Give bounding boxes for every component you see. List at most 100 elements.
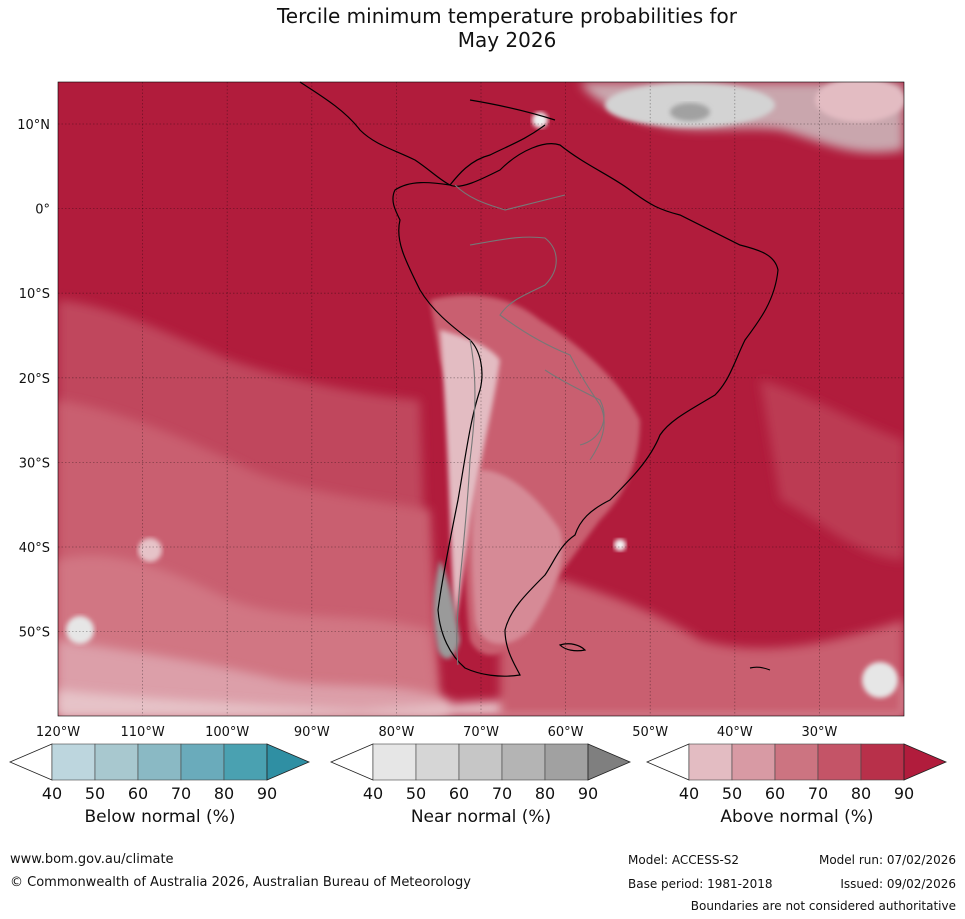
lat-label: 0° xyxy=(35,203,50,218)
colorbar-tick: 40 xyxy=(363,784,383,803)
border-venezuela xyxy=(454,184,566,211)
lat-label: 10°N xyxy=(17,118,50,133)
colorbar-tick: 40 xyxy=(679,784,699,803)
field-patch-5 xyxy=(862,662,898,698)
colorbar-tick: 80 xyxy=(214,784,234,803)
colorbar-tick: 60 xyxy=(449,784,469,803)
colorbar-arrow-high xyxy=(266,743,311,781)
colorbar-below: 40 50 60 70 80 90 xyxy=(8,743,311,803)
field-above-50-south-pacific xyxy=(58,640,450,716)
coastline-south-america xyxy=(392,143,779,677)
footer-base-period: Base period: 1981-2018 xyxy=(628,877,773,891)
field-patch-2 xyxy=(66,616,94,644)
longitude-labels: 120°W 110°W 100°W 90°W 80°W 70°W 60°W 50°W 40°W 3… xyxy=(36,725,838,740)
colorbar-tick: 80 xyxy=(535,784,555,803)
lon-label: 110°W xyxy=(121,725,165,740)
footer-copyright: © Commonwealth of Australia 2026, Austra… xyxy=(10,875,471,890)
colorbar-tick: 90 xyxy=(578,784,598,803)
lat-label: 20°S xyxy=(19,372,50,387)
colorbar-near: 40 50 60 70 80 90 xyxy=(329,743,632,803)
border-brazil xyxy=(469,236,605,461)
lat-label: 30°S xyxy=(19,456,50,471)
lon-label: 120°W xyxy=(36,725,80,740)
colorbar-arrow-low xyxy=(645,743,690,781)
lon-label: 100°W xyxy=(205,725,249,740)
lon-label: 70°W xyxy=(463,725,499,740)
colorbar-segment xyxy=(415,743,460,781)
lon-label: 40°W xyxy=(717,725,753,740)
country-borders xyxy=(454,184,605,666)
colorbar-below-label: Below normal (%) xyxy=(84,807,236,827)
colorbar-segment xyxy=(731,743,776,781)
footer-boundaries: Boundaries are not considered authoritat… xyxy=(690,899,956,913)
colorbar-tick: 70 xyxy=(492,784,512,803)
title-line-1: Tercile minimum temperature probabilitie… xyxy=(276,4,738,28)
chart-title: Tercile minimum temperature probabilitie… xyxy=(0,4,965,52)
field-near-patagonia xyxy=(433,560,460,659)
colorbar-tick: 60 xyxy=(765,784,785,803)
colorbar-segment xyxy=(688,743,733,781)
field-patch-1 xyxy=(138,538,162,562)
border-andes xyxy=(456,339,476,666)
coastline-cuba xyxy=(469,99,556,121)
colorbar-segment xyxy=(860,743,905,781)
colorbar-segment xyxy=(137,743,182,781)
field-above-50-andes xyxy=(440,330,500,620)
colorbar-tick: 50 xyxy=(406,784,426,803)
footer-model-run: Model run: 07/02/2026 xyxy=(818,853,956,867)
colorbar-segment xyxy=(817,743,862,781)
coastlines xyxy=(299,81,779,677)
colorbar-tick: 50 xyxy=(722,784,742,803)
colorbar-segment xyxy=(544,743,589,781)
map-frame xyxy=(57,81,905,717)
colorbar-tick: 90 xyxy=(894,784,914,803)
colorbar-segment xyxy=(774,743,819,781)
colorbar-tick: 70 xyxy=(171,784,191,803)
map-field xyxy=(58,82,904,716)
colorbar-above-label: Above normal (%) xyxy=(720,807,874,827)
colorbar-tick: 50 xyxy=(85,784,105,803)
lat-label: 40°S xyxy=(19,541,50,556)
field-near-80-north xyxy=(670,103,710,121)
title-line-2: May 2026 xyxy=(457,28,557,52)
colorbar-tick: 60 xyxy=(128,784,148,803)
field-above-40-north xyxy=(815,82,904,122)
colorbar-segment xyxy=(51,743,96,781)
colorbar-arrow-low xyxy=(8,743,53,781)
lat-label: 10°S xyxy=(19,287,50,302)
colorbar-segment xyxy=(458,743,503,781)
field-above-70-south-atlantic xyxy=(500,560,904,716)
lon-label: 90°W xyxy=(294,725,330,740)
coastline-central-america xyxy=(299,81,546,186)
colorbar-tick: 40 xyxy=(42,784,62,803)
footer-model: Model: ACCESS-S2 xyxy=(628,853,740,867)
lon-label: 30°W xyxy=(801,725,837,740)
colorbar-segment xyxy=(223,743,268,781)
lon-label: 60°W xyxy=(548,725,584,740)
colorbar-arrow-high xyxy=(903,743,948,781)
colorbar-segment xyxy=(372,743,417,781)
field-patch-4 xyxy=(532,112,548,128)
colorbar-arrow-high xyxy=(587,743,632,781)
colorbars: 40 50 60 70 80 90 40 50 60 70 80 90 40 50 60 70 80 90 xyxy=(8,743,948,803)
lon-label: 80°W xyxy=(378,725,414,740)
latitude-labels: 10°N 0° 10°S 20°S 30°S 40°S 50°S xyxy=(17,118,50,641)
coastline-south-georgia xyxy=(749,666,771,671)
colorbar-segment xyxy=(501,743,546,781)
colorbar-tick: 90 xyxy=(257,784,277,803)
colorbar-tick: 70 xyxy=(808,784,828,803)
colorbar-tick: 80 xyxy=(851,784,871,803)
colorbar-arrow-low xyxy=(329,743,374,781)
graticule xyxy=(58,82,904,716)
footer-website[interactable]: www.bom.gov.au/climate xyxy=(10,852,174,867)
field-above-60-argentina xyxy=(471,470,563,644)
coastline-falklands xyxy=(558,643,587,652)
colorbar-segment xyxy=(180,743,225,781)
lat-label: 50°S xyxy=(19,626,50,641)
colorbar-segment xyxy=(94,743,139,781)
lon-label: 50°W xyxy=(632,725,668,740)
field-above-80-east-atlantic xyxy=(760,380,904,560)
colorbar-above: 40 50 60 70 80 90 xyxy=(645,743,948,803)
border-paraguay xyxy=(544,369,605,446)
